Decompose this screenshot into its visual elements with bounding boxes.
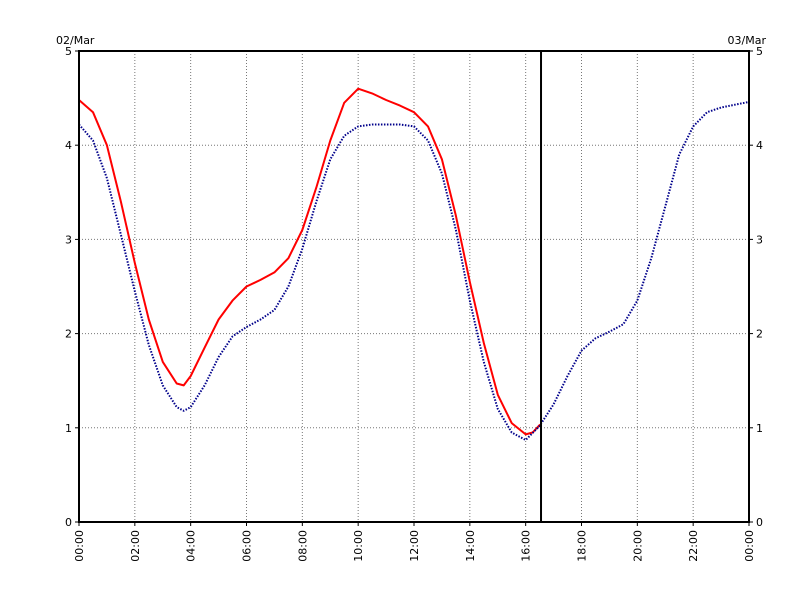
plot-frame [78,50,750,523]
date-label-end: 03/Mar [727,34,766,47]
y-tick-label-right: 0 [756,516,763,529]
x-tick-label: 16:00 [520,530,533,562]
y-tick-label-right: 1 [756,422,763,435]
y-tick-label-left: 5 [65,45,72,58]
x-tick-label: 06:00 [241,530,254,562]
x-tick-label: 04:00 [185,530,198,562]
y-tick-label-left: 2 [65,328,72,341]
x-tick-label: 22:00 [687,530,700,562]
series-line-2 [78,100,750,441]
y-tick-label-left: 4 [65,139,72,152]
x-tick-label: 08:00 [296,530,309,562]
x-tick-label: 10:00 [352,530,365,562]
x-tick-label: 00:00 [743,530,756,562]
x-tick-label: 14:00 [464,530,477,562]
y-tick-label-left: 3 [65,233,72,246]
y-tick-label-right: 2 [756,328,763,341]
y-tick-label-right: 3 [756,233,763,246]
date-label-start: 02/Mar [56,34,95,47]
x-tick-label: 18:00 [576,530,589,562]
x-tick-label: 12:00 [408,530,421,562]
y-tick-label-right: 5 [756,45,763,58]
x-tick-label: 20:00 [631,530,644,562]
y-tick-label-left: 1 [65,422,72,435]
y-tick-label-right: 4 [756,139,763,152]
x-tick-label: 02:00 [129,530,142,562]
x-tick-label: 00:00 [73,530,86,562]
series-line-1 [78,87,541,436]
y-tick-label-left: 0 [65,516,72,529]
